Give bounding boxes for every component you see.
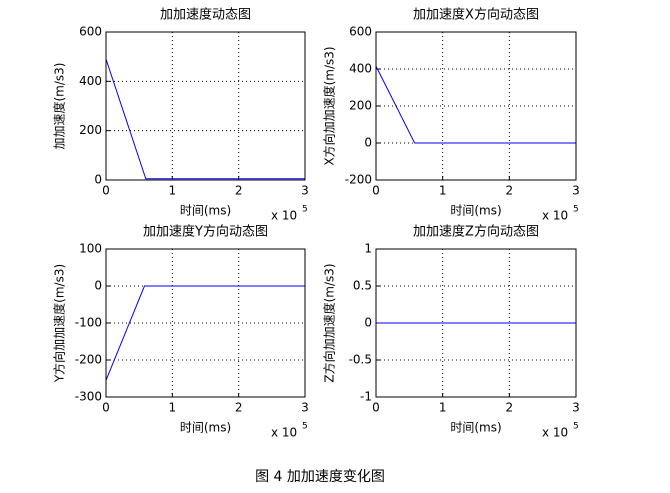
x-tick-label: 1 bbox=[169, 184, 177, 198]
y-tick-label: -200 bbox=[345, 173, 372, 187]
x-tick-label: 1 bbox=[169, 401, 177, 415]
y-tick-label: 200 bbox=[79, 123, 102, 137]
chart-title: 加加速度动态图 bbox=[160, 7, 251, 23]
x-axis-label: 时间(ms) bbox=[450, 204, 501, 218]
axes-box bbox=[105, 31, 306, 181]
y-tick-label: 400 bbox=[349, 62, 372, 76]
y-axis-label: Y方向加加速度(m/s3) bbox=[52, 264, 67, 383]
x-tick-label: 3 bbox=[572, 184, 580, 198]
x-multiplier: x 10 bbox=[542, 426, 568, 440]
y-tick-label: -300 bbox=[75, 390, 102, 404]
x-multiplier: x 10 bbox=[271, 426, 297, 440]
chart-title: 加加速度Z方向动态图 bbox=[413, 224, 539, 240]
x-tick-label: 1 bbox=[439, 184, 447, 198]
caption: 图 4 加加速度变化图 bbox=[255, 469, 385, 485]
y-tick-label: 0 bbox=[364, 316, 372, 330]
y-tick-label: 200 bbox=[349, 99, 372, 113]
x-tick-label: 0 bbox=[372, 401, 380, 415]
plot-area bbox=[106, 249, 305, 397]
y-tick-label: -100 bbox=[75, 316, 102, 330]
y-tick-label: -0.5 bbox=[349, 353, 372, 367]
y-tick-label: 600 bbox=[79, 25, 102, 39]
y-tick-label: 400 bbox=[79, 74, 102, 88]
x-multiplier: x 10 bbox=[271, 209, 297, 223]
y-tick-label: 0 bbox=[364, 136, 372, 150]
y-tick-label: 100 bbox=[79, 242, 102, 256]
y-axis-label: 加加速度(m/s3) bbox=[52, 63, 67, 150]
x-tick-label: 2 bbox=[235, 401, 243, 415]
x-tick-label: 2 bbox=[506, 401, 514, 415]
y-tick-label: 600 bbox=[349, 25, 372, 39]
y-axis-label: X方向加加速度(m/s3) bbox=[322, 46, 337, 165]
x-axis-label: 时间(ms) bbox=[450, 421, 501, 435]
x-tick-label: 2 bbox=[235, 184, 243, 198]
y-tick-label: 0 bbox=[94, 279, 102, 293]
y-tick-label: -200 bbox=[75, 353, 102, 367]
data-line bbox=[105, 285, 305, 381]
plot-area bbox=[106, 32, 305, 180]
x-exponent: 5 bbox=[573, 422, 579, 432]
x-tick-label: 0 bbox=[372, 184, 380, 198]
x-tick-label: 1 bbox=[439, 401, 447, 415]
y-tick-label: -1 bbox=[360, 390, 372, 404]
y-axis-label: Z方向加加速度(m/s3) bbox=[322, 263, 337, 382]
data-line bbox=[105, 58, 305, 180]
x-multiplier: x 10 bbox=[542, 209, 568, 223]
y-tick-label: 0 bbox=[94, 173, 102, 187]
x-axis-label: 时间(ms) bbox=[180, 421, 231, 435]
chart-title: 加加速度X方向动态图 bbox=[413, 7, 539, 23]
x-tick-label: 2 bbox=[506, 184, 514, 198]
y-tick-label: 1 bbox=[364, 242, 372, 256]
x-exponent: 5 bbox=[573, 205, 579, 215]
axes-box bbox=[375, 248, 577, 398]
x-tick-label: 3 bbox=[301, 184, 309, 198]
x-tick-label: 0 bbox=[102, 401, 110, 415]
x-tick-label: 0 bbox=[102, 184, 110, 198]
y-tick-label: 0.5 bbox=[353, 279, 372, 293]
chart-title: 加加速度Y方向动态图 bbox=[143, 224, 268, 240]
axes-box bbox=[375, 31, 577, 181]
x-exponent: 5 bbox=[302, 422, 308, 432]
x-tick-label: 3 bbox=[301, 401, 309, 415]
x-tick-label: 3 bbox=[572, 401, 580, 415]
x-axis-label: 时间(ms) bbox=[180, 204, 231, 218]
axes-box bbox=[105, 248, 306, 398]
x-exponent: 5 bbox=[302, 205, 308, 215]
data-line bbox=[375, 66, 576, 144]
